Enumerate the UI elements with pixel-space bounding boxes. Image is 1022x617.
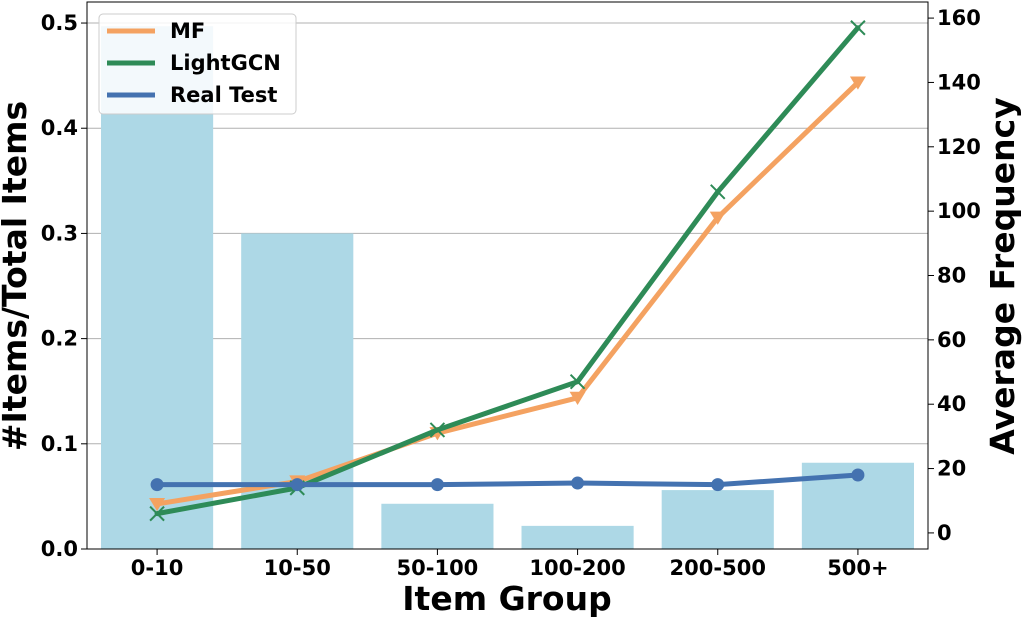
right-tick-label-4: 80 bbox=[937, 264, 966, 288]
point-lightgcn-2 bbox=[429, 422, 446, 438]
right-tick-label-0: 0 bbox=[937, 521, 952, 545]
line-series bbox=[149, 20, 866, 522]
point-real-test-1 bbox=[290, 478, 304, 492]
legend-label-mf: MF bbox=[170, 19, 205, 43]
line-real-test bbox=[154, 472, 861, 488]
right-tick-label-3: 60 bbox=[937, 328, 966, 352]
bar-200-500 bbox=[661, 490, 774, 549]
right-tick-label-1: 20 bbox=[937, 457, 966, 481]
left-tick-label-4: 0.4 bbox=[41, 116, 78, 140]
bar-50-100 bbox=[381, 503, 494, 549]
point-mf-4 bbox=[709, 211, 726, 225]
point-lightgcn-0 bbox=[149, 505, 165, 522]
left-tick-label-0: 0.0 bbox=[41, 537, 78, 561]
right-tick-label-7: 140 bbox=[937, 70, 981, 94]
point-lightgcn-3 bbox=[569, 373, 586, 390]
right-tick-label-2: 40 bbox=[937, 392, 966, 416]
point-lightgcn-5 bbox=[850, 20, 866, 36]
x-axis-title: Item Group bbox=[402, 579, 611, 617]
right-axis-ticks: 0 20 40 60 80 100 120 140 160 bbox=[928, 6, 981, 545]
left-tick-label-5: 0.5 bbox=[41, 11, 78, 35]
legend-box bbox=[98, 13, 297, 115]
point-mf-0 bbox=[149, 497, 166, 512]
point-mf-5 bbox=[849, 76, 866, 90]
point-real-test-2 bbox=[430, 478, 444, 492]
bar-100-200 bbox=[521, 525, 634, 549]
x-tick-label-4: 200-500 bbox=[670, 556, 766, 580]
x-tick-label-2: 50-100 bbox=[397, 556, 479, 580]
line-lightgcn bbox=[154, 25, 861, 517]
left-tick-label-3: 0.3 bbox=[41, 221, 78, 245]
left-tick-label-1: 0.1 bbox=[41, 432, 78, 456]
point-real-test-4 bbox=[711, 478, 725, 492]
right-tick-label-5: 100 bbox=[937, 199, 981, 223]
left-axis-title: #Items/Total Items bbox=[0, 101, 34, 451]
point-lightgcn-4 bbox=[710, 184, 726, 200]
legend: MF LightGCN Real Test bbox=[98, 13, 297, 115]
bar-10-50 bbox=[241, 233, 354, 549]
left-axis-ticks: 0.0 0.1 0.2 0.3 0.4 0.5 bbox=[41, 11, 87, 561]
x-tick-label-5: 500+ bbox=[827, 556, 888, 580]
point-real-test-0 bbox=[150, 478, 164, 492]
x-tick-label-1: 10-50 bbox=[264, 556, 331, 580]
right-tick-label-8: 160 bbox=[937, 6, 981, 30]
point-real-test-5 bbox=[851, 468, 865, 482]
left-tick-label-2: 0.2 bbox=[41, 327, 78, 351]
right-tick-label-6: 120 bbox=[937, 135, 981, 159]
point-real-test-3 bbox=[571, 476, 585, 490]
x-axis-ticks: 0-10 10-50 50-100 100-200 200-500 500+ bbox=[131, 549, 889, 580]
point-mf-3 bbox=[569, 391, 586, 405]
legend-label-lightgcn: LightGCN bbox=[170, 51, 281, 75]
right-axis-title: Average Frequency bbox=[983, 97, 1022, 454]
x-tick-label-0: 0-10 bbox=[131, 556, 184, 580]
legend-label-real-test: Real Test bbox=[170, 83, 277, 107]
x-tick-label-3: 100-200 bbox=[529, 556, 625, 580]
